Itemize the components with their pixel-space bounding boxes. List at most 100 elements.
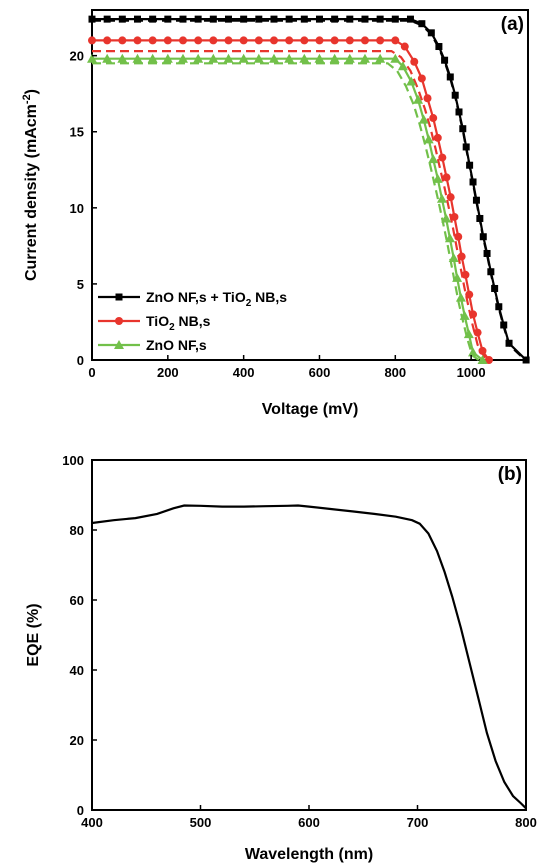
legend-label-part: ZnO NF,s + TiO (146, 289, 246, 305)
y-tick-label: 20 (70, 733, 84, 748)
data-point (117, 53, 128, 63)
data-point (375, 53, 386, 63)
data-point (103, 36, 112, 45)
series-fit-line (92, 50, 488, 361)
data-point (450, 212, 459, 221)
data-point (270, 15, 278, 23)
data-point (376, 15, 384, 23)
legend-label: ZnO NF,s + TiO2 NB,s (146, 289, 287, 309)
legend-item: TiO2 NB,s (98, 313, 211, 333)
data-point (459, 310, 470, 320)
series-fit-line (92, 19, 527, 361)
data-point (484, 356, 493, 364)
data-point (446, 193, 455, 202)
legend-label: TiO2 NB,s (146, 313, 211, 333)
x-axis-label: Voltage (mV) (262, 401, 359, 418)
legend-marker (114, 340, 124, 349)
x-tick-label: 600 (298, 815, 320, 830)
legend-label-part: ZnO NF,s (146, 337, 207, 353)
series-group (87, 15, 530, 364)
data-point (238, 53, 249, 63)
data-point (406, 76, 417, 86)
data-point (103, 15, 111, 23)
data-point (179, 15, 187, 23)
legend-label-part: TiO (146, 313, 169, 329)
x-tick-label: 200 (157, 365, 179, 380)
data-point (483, 249, 491, 257)
x-tick-label: 600 (309, 365, 331, 380)
y-axis-label-superscript: -2 (21, 94, 33, 104)
data-point (428, 154, 439, 164)
y-tick-label: 60 (70, 593, 84, 608)
data-point (147, 53, 158, 63)
data-point (285, 36, 294, 45)
data-point (284, 53, 295, 63)
data-point (391, 15, 399, 23)
data-point (239, 36, 248, 45)
panel-label: (a) (501, 14, 524, 35)
y-axis-label: Current density (mAcm-2) (21, 89, 40, 281)
legend-label-part: 2 (169, 322, 175, 333)
data-point (477, 355, 488, 364)
data-point (164, 15, 172, 23)
legend-marker (115, 317, 123, 325)
data-point (88, 36, 96, 45)
y-tick-label: 10 (70, 201, 84, 216)
data-point (487, 268, 495, 276)
panel-label: (b) (498, 464, 522, 485)
data-point (435, 43, 443, 51)
data-point (360, 36, 369, 45)
data-point (390, 53, 401, 63)
data-point (224, 15, 232, 23)
eqe-chart: 400 500 600 700 800 0 20 40 60 80 100 (b) Waveleng… (25, 453, 537, 863)
data-point (132, 53, 143, 63)
data-point (118, 15, 126, 23)
data-point (466, 161, 474, 169)
tick-group: 0 200 400 600 800 1000 0 5 10 15 20 (70, 49, 486, 380)
data-point (149, 15, 157, 23)
data-point (491, 284, 499, 292)
data-point (102, 53, 113, 63)
data-point (118, 36, 127, 45)
data-point (330, 36, 339, 45)
data-point (473, 328, 482, 337)
data-point (462, 143, 470, 151)
data-point (413, 94, 424, 104)
plot-frame (91, 9, 529, 361)
y-axis-label-main: Current density (mAcm (23, 104, 40, 281)
data-point (300, 36, 309, 45)
data-point (344, 53, 355, 63)
data-point (223, 53, 234, 63)
data-point (193, 53, 204, 63)
x-tick-label: 800 (384, 365, 406, 380)
data-point (345, 36, 354, 45)
data-point (432, 173, 443, 183)
y-tick-label: 5 (77, 277, 84, 292)
data-point (433, 133, 442, 142)
data-point (209, 15, 217, 23)
data-point (315, 15, 323, 23)
data-point (436, 193, 447, 203)
data-point (240, 15, 248, 23)
data-point (397, 61, 408, 71)
legend-label-part: NB,s (175, 313, 211, 329)
y-axis-label: EQE (%) (25, 603, 42, 666)
x-tick-label: 800 (515, 815, 537, 830)
data-point (455, 108, 463, 116)
data-point (442, 173, 451, 182)
data-point (88, 15, 96, 23)
data-point (133, 15, 141, 23)
x-tick-label: 700 (407, 815, 429, 830)
data-point (441, 213, 452, 223)
data-point (441, 56, 449, 64)
data-point (133, 36, 142, 45)
data-point (476, 214, 484, 222)
y-tick-label: 15 (70, 125, 84, 140)
data-point (163, 36, 172, 45)
data-point (315, 36, 324, 45)
y-tick-label: 0 (77, 353, 84, 368)
data-point (208, 53, 219, 63)
data-point (268, 53, 279, 63)
data-point (194, 36, 203, 45)
